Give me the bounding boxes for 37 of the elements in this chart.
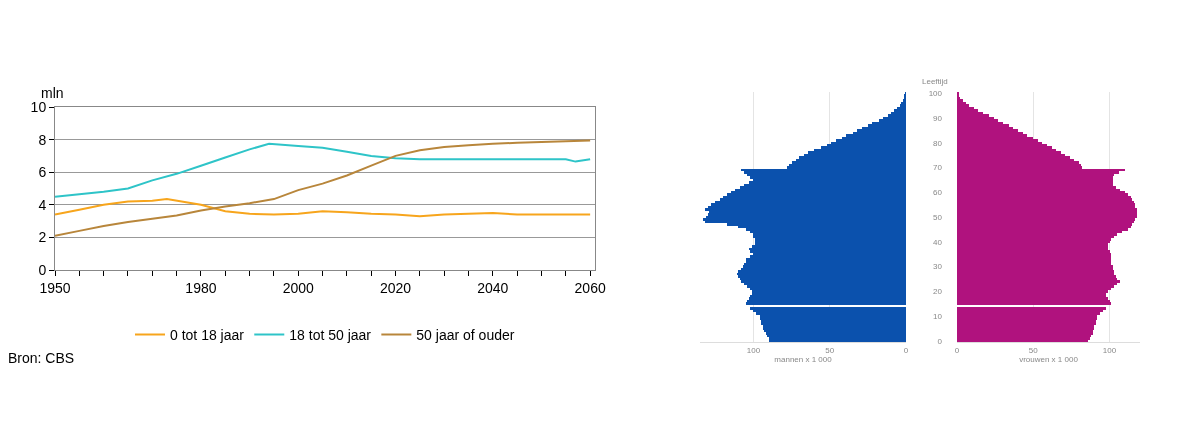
- x-tick-label: 2040: [477, 279, 509, 296]
- x-tick-label: 50: [1028, 345, 1039, 355]
- y-tick-label: 40: [933, 237, 943, 247]
- y-tick-label: 60: [933, 188, 943, 198]
- x-tick-label: 2060: [574, 279, 606, 296]
- y-tick-label: 10: [933, 311, 943, 321]
- x-tick-label: 0: [903, 345, 909, 355]
- x-tick-label: 2000: [282, 279, 315, 296]
- y-tick-label: 90: [933, 113, 943, 123]
- y-tick-label: 20: [933, 287, 943, 297]
- y-axis-title: Leeftijd: [922, 77, 948, 86]
- y-tick-label: 4: [38, 196, 47, 213]
- y-tick-label: 50: [933, 212, 943, 222]
- legend-label: 0 tot 18 jaar: [170, 326, 245, 343]
- y-tick-label: 8: [38, 131, 47, 148]
- y-tick-label: 6: [38, 164, 47, 181]
- x-tick-label: 100: [1102, 345, 1117, 355]
- x-tick-label: 2020: [379, 279, 412, 296]
- x-axis-title: mannen x 1 000: [774, 354, 833, 364]
- y-tick-label: 0: [937, 336, 943, 346]
- x-tick-label: 1950: [39, 279, 71, 296]
- x-tick-label: 50: [825, 345, 835, 355]
- legend-label: 18 tot 50 jaar: [289, 326, 372, 343]
- y-tick-label: 100: [928, 89, 943, 99]
- x-axis-title: vrouwen x 1 000: [1019, 354, 1079, 364]
- y-tick-label: 2: [38, 229, 47, 246]
- x-tick-label: 1980: [185, 279, 217, 296]
- y-tick-label: 70: [933, 163, 943, 173]
- x-tick-label: 100: [746, 345, 761, 355]
- legend-label: 50 jaar of ouder: [416, 326, 515, 343]
- x-tick-label: 0: [954, 345, 960, 355]
- y-tick-label: 10: [30, 98, 47, 115]
- y-tick-label: 80: [933, 138, 943, 148]
- y-tick-label: 0: [38, 261, 47, 278]
- y-tick-label: 30: [933, 262, 943, 272]
- text: Bron: CBS: [8, 350, 75, 366]
- y-axis-title: mln: [41, 85, 64, 101]
